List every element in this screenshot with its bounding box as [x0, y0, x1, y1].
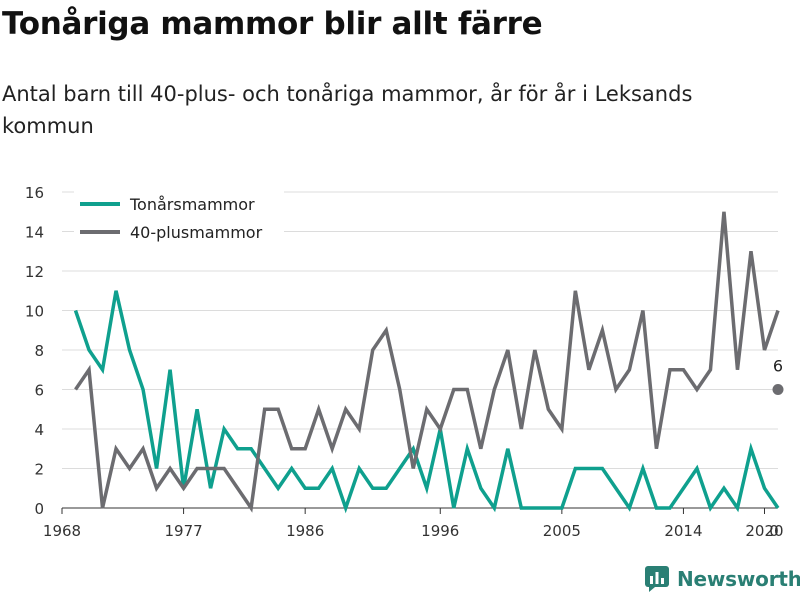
x-tick-label: 1968 [43, 522, 81, 540]
x-tick-label: 2005 [543, 522, 581, 540]
end-value-label: 6 [773, 357, 783, 376]
legend-label: 40-plusmammor [130, 223, 263, 242]
y-tick-label: 12 [25, 263, 44, 281]
y-tick-label: 0 [34, 500, 44, 518]
y-tick-label: 2 [34, 461, 44, 479]
page-subtitle: Antal barn till 40-plus- och tonåriga ma… [2, 82, 693, 138]
brand-logo: Newsworthy [645, 566, 800, 592]
series-line [74, 211, 780, 513]
x-tick-label: 2020 [745, 522, 783, 540]
legend-label: Tonårsmammor [129, 195, 255, 214]
x-tick-label: 2014 [664, 522, 702, 540]
x-tick-label: 1996 [421, 522, 459, 540]
y-tick-label: 8 [34, 342, 44, 360]
series-end-label: 0 [769, 522, 779, 540]
y-tick-label: 14 [25, 224, 44, 242]
y-tick-label: 10 [25, 303, 44, 321]
y-tick-label: 16 [25, 184, 44, 202]
page-title: Tonåriga mammor blir allt färre [2, 6, 543, 42]
brand-name: Newsworthy [677, 567, 800, 591]
x-tick-label: 1986 [286, 522, 324, 540]
y-tick-label: 6 [34, 382, 44, 400]
line-chart: 0 2 4 6 8 10 12 14 16 1968 1977 1986 1996 2005 2014 202… [25, 184, 784, 540]
y-tick-label: 4 [34, 421, 44, 439]
bar-chart-logo-icon [645, 566, 669, 592]
series-line [73, 290, 780, 514]
x-tick-label: 1977 [164, 522, 202, 540]
end-point-marker [772, 384, 784, 395]
